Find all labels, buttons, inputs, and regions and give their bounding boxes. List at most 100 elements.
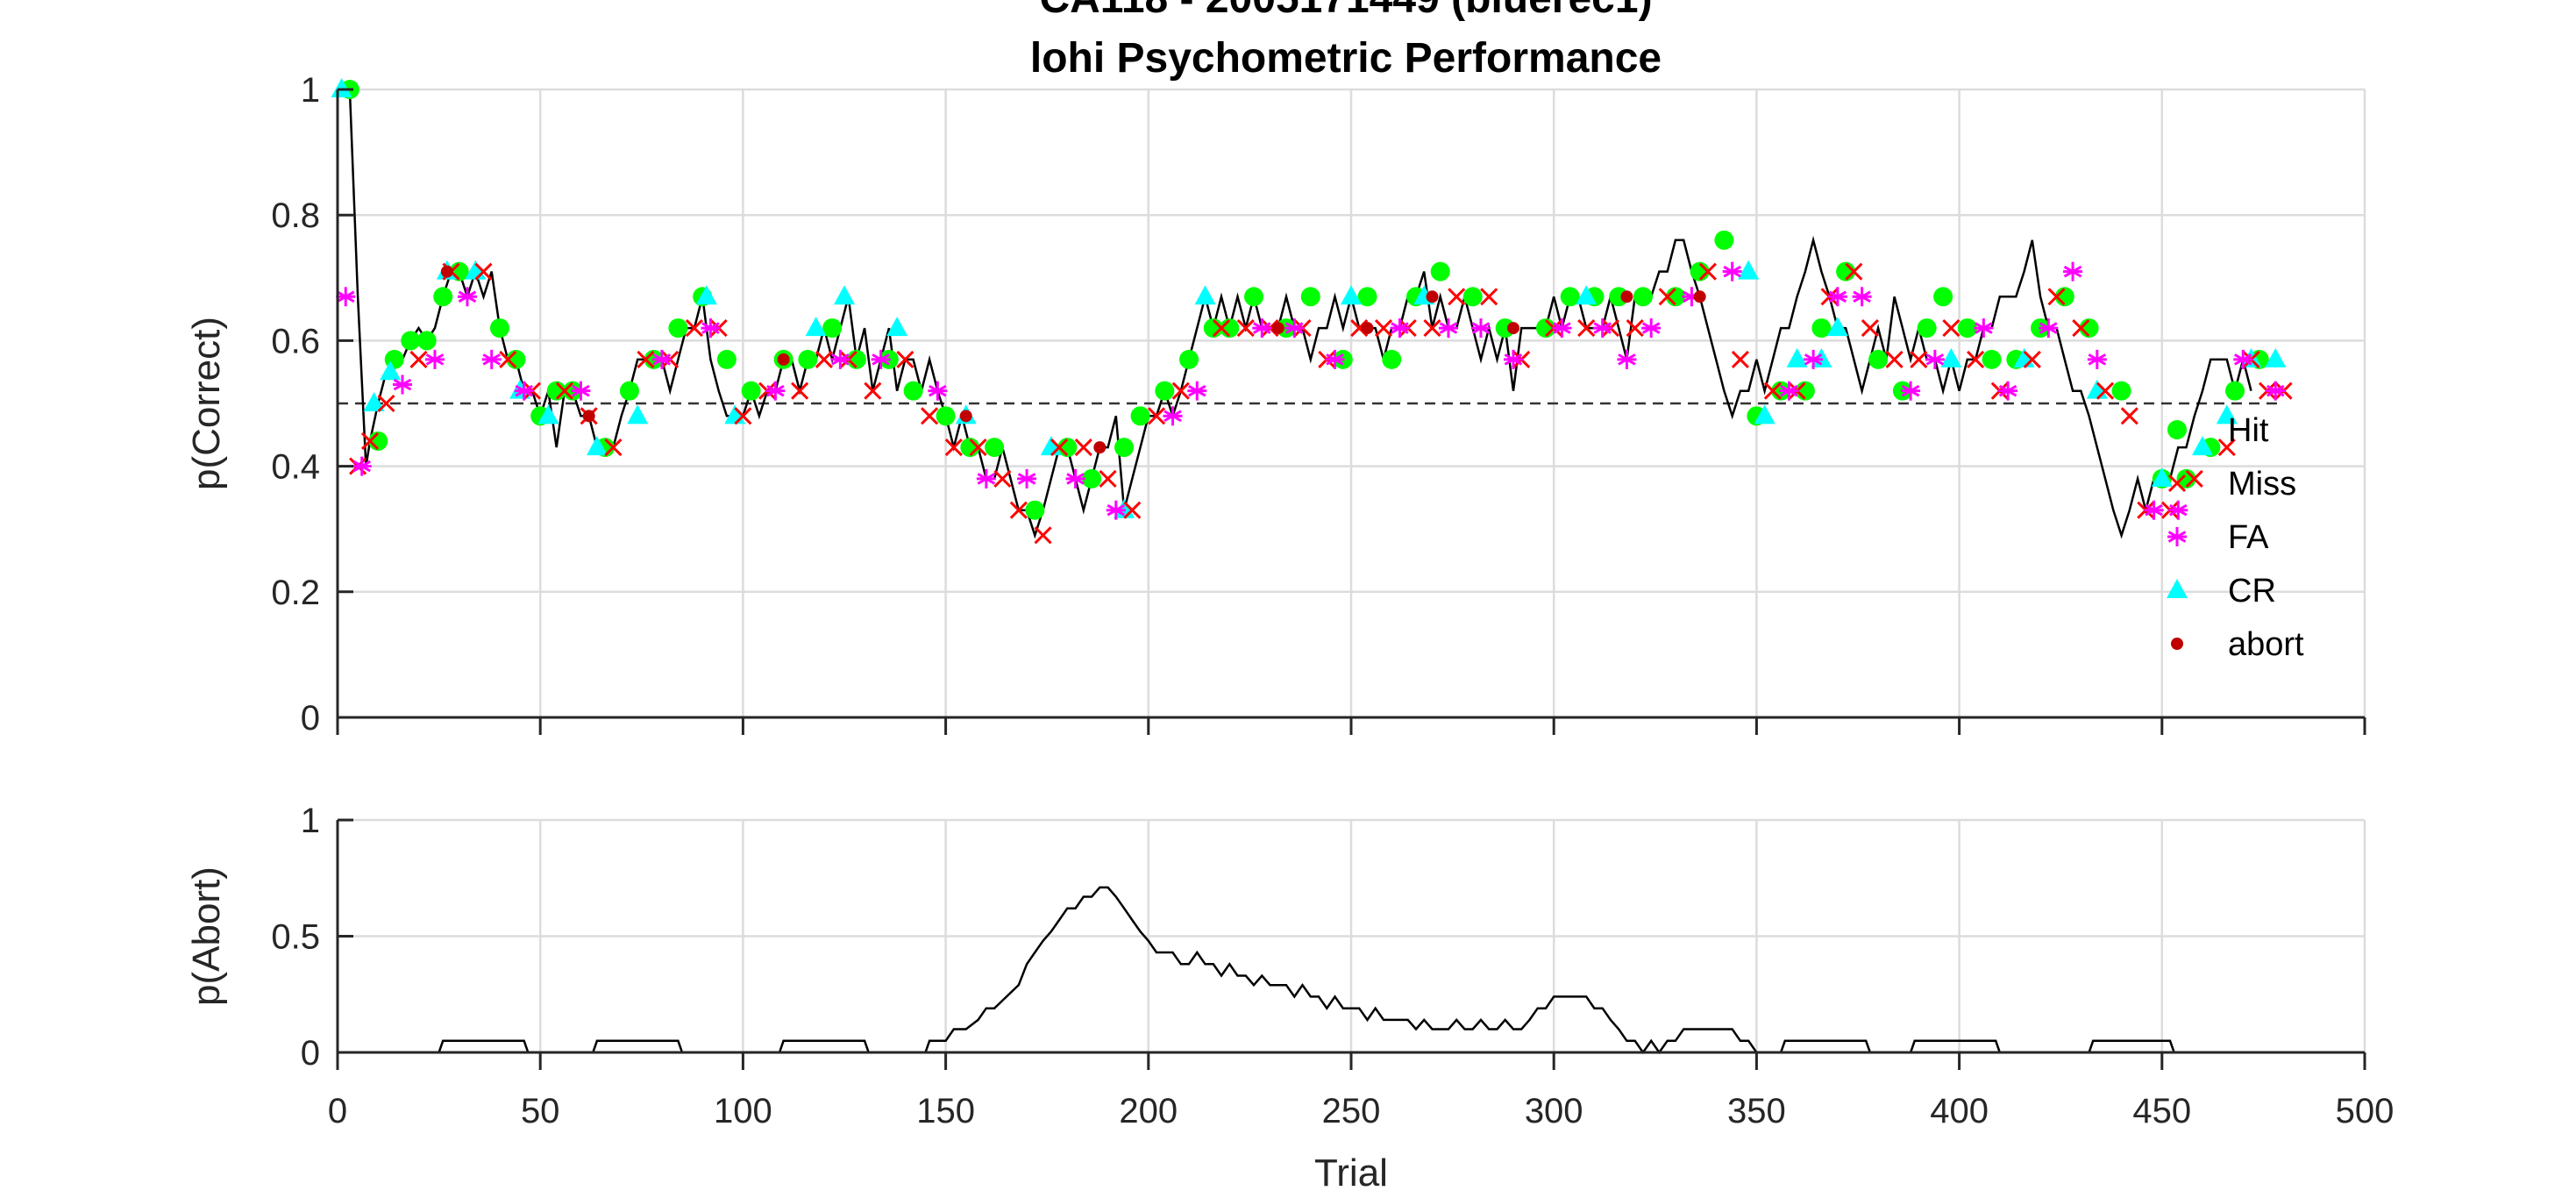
legend-cr-label: CR xyxy=(2228,573,2276,610)
miss-marker-stroke xyxy=(474,262,493,281)
cr-marker xyxy=(380,360,402,381)
hit-marker xyxy=(936,406,956,426)
miss-marker-stroke xyxy=(604,439,623,457)
hit-marker xyxy=(716,349,737,369)
miss-marker xyxy=(1009,501,1028,519)
cr-marker xyxy=(627,404,649,424)
cr-marker xyxy=(1194,285,1216,305)
legend-abort-marker xyxy=(2171,638,2183,650)
hit-marker xyxy=(1114,438,1135,458)
miss-marker-stroke xyxy=(2047,288,2066,306)
cr-marker xyxy=(1754,404,1775,424)
miss-marker xyxy=(360,431,380,451)
y-tick-label: 0 xyxy=(301,699,320,738)
hit-marker xyxy=(985,438,1005,458)
miss-marker xyxy=(1480,288,1498,306)
hit-marker xyxy=(1933,287,1953,307)
x-tick-label: 150 xyxy=(916,1092,975,1130)
x-tick-label: 300 xyxy=(1525,1092,1583,1130)
hit-marker xyxy=(1082,468,1102,488)
miss-marker-stroke xyxy=(791,382,809,400)
x-tick-label: 200 xyxy=(1119,1092,1178,1130)
fa-marker xyxy=(1974,318,1994,339)
abort-marker xyxy=(959,410,972,423)
fa-marker xyxy=(871,349,891,369)
miss-marker xyxy=(1423,319,1441,338)
legend-abort-label: abort xyxy=(2228,626,2304,663)
fa-marker xyxy=(1065,468,1085,488)
y-tick-label: 1 xyxy=(301,802,320,840)
miss-marker xyxy=(2120,407,2138,425)
fa-marker xyxy=(1925,349,1945,369)
fa-marker xyxy=(2087,349,2107,369)
abort-marker xyxy=(1506,322,1519,335)
miss-marker xyxy=(1171,382,1190,400)
miss-marker xyxy=(1942,319,1960,338)
fa-marker xyxy=(2039,318,2059,339)
y-tick-label: 0.5 xyxy=(271,918,320,957)
fa-marker xyxy=(392,374,412,395)
miss-marker xyxy=(555,382,574,400)
cr-marker xyxy=(2192,436,2214,456)
cr-marker xyxy=(1738,260,1760,280)
miss-marker-stroke xyxy=(2217,439,2236,457)
fa-marker xyxy=(2144,500,2164,520)
fa-marker xyxy=(1901,381,1921,401)
abort-marker xyxy=(1271,322,1284,335)
miss-marker xyxy=(2217,439,2236,457)
hit-marker xyxy=(489,318,509,339)
cr-marker xyxy=(886,317,908,337)
miss-marker xyxy=(499,350,517,368)
miss-marker-stroke xyxy=(377,394,395,413)
miss-marker-stroke xyxy=(499,350,517,368)
fa-marker xyxy=(1325,349,1345,369)
hit-marker xyxy=(1025,500,1045,520)
miss-marker xyxy=(1577,319,1596,338)
y-tick-label: 0.4 xyxy=(271,448,320,487)
hit-marker xyxy=(2225,381,2245,401)
miss-marker-stroke xyxy=(864,382,882,400)
legend-fa-label: FA xyxy=(2228,519,2269,556)
miss-marker-stroke xyxy=(1374,319,1393,338)
hit-marker xyxy=(433,287,453,307)
miss-marker xyxy=(1448,288,1466,306)
y-axis-label-correct: p(Correct) xyxy=(185,317,228,490)
miss-marker xyxy=(969,439,987,457)
hit-marker xyxy=(416,331,437,351)
hit-marker xyxy=(1811,318,1832,339)
miss-marker xyxy=(1212,319,1231,338)
miss-marker-stroke xyxy=(637,350,655,368)
figure-title-line1: CA118 - 2005171449 (bluerec1) xyxy=(1039,0,1652,22)
fa-marker xyxy=(830,349,850,369)
abort-marker xyxy=(777,353,790,366)
miss-marker-stroke xyxy=(1967,350,1985,368)
abort-marker xyxy=(440,265,453,278)
miss-marker xyxy=(1626,319,1644,338)
legend-cr-marker xyxy=(2167,579,2188,598)
y-tick-label: 0.2 xyxy=(271,574,320,612)
abort-marker xyxy=(1620,290,1633,303)
fa-marker xyxy=(1804,349,1824,369)
fa-marker xyxy=(976,468,996,488)
miss-marker-stroke xyxy=(1147,407,1166,425)
hit-marker xyxy=(1560,287,1580,307)
miss-marker xyxy=(1374,319,1393,338)
fa-marker xyxy=(1641,318,1662,339)
hit-marker xyxy=(1957,318,1977,339)
miss-marker-stroke xyxy=(1577,319,1596,338)
hit-marker xyxy=(619,381,639,401)
x-tick-label: 450 xyxy=(2132,1092,2191,1130)
cr-marker xyxy=(2216,404,2238,424)
cr-marker xyxy=(1341,285,1362,305)
miss-marker-stroke xyxy=(896,350,914,368)
hit-marker xyxy=(1382,349,1402,369)
hit-marker xyxy=(1633,287,1653,307)
miss-marker-stroke xyxy=(1236,319,1255,338)
y-tick-label: 0.6 xyxy=(271,322,320,360)
fa-marker xyxy=(1390,318,1410,339)
fa-marker xyxy=(1617,349,1637,369)
hit-marker xyxy=(1244,287,1264,307)
miss-marker-stroke xyxy=(815,350,833,368)
fa-marker xyxy=(928,381,948,401)
